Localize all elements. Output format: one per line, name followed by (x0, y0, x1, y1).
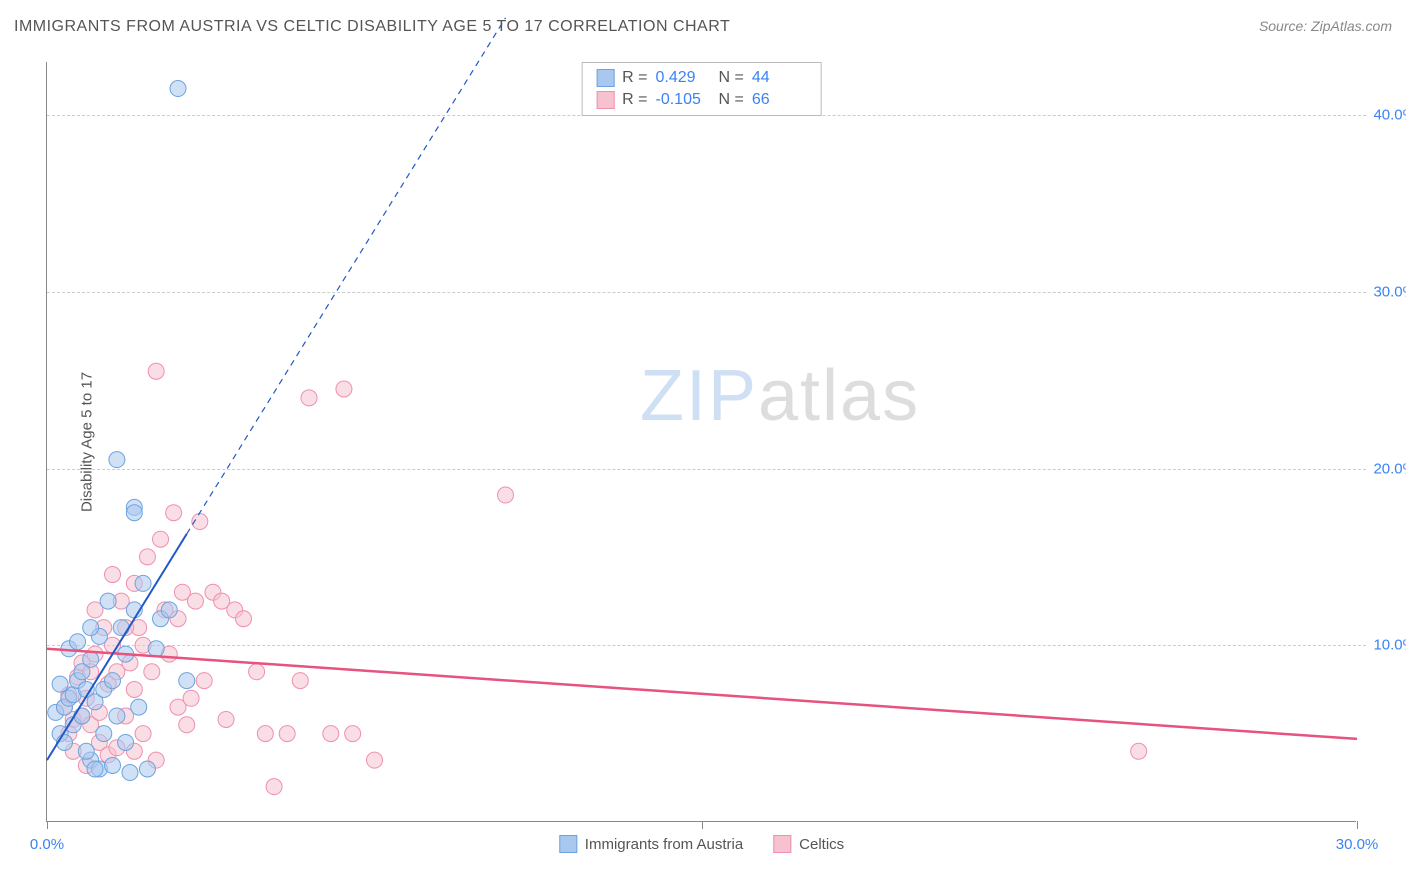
r-label: R = (622, 91, 647, 109)
title-bar: IMMIGRANTS FROM AUSTRIA VS CELTIC DISABI… (14, 18, 1392, 36)
n-label: N = (719, 91, 744, 109)
x-tick (1357, 821, 1358, 829)
swatch-celtics (773, 835, 791, 853)
legend-series: Immigrants from Austria Celtics (559, 835, 844, 853)
swatch-austria (559, 835, 577, 853)
x-tick (47, 821, 48, 829)
y-tick-label: 30.0% (1361, 283, 1406, 300)
x-tick-label: 30.0% (1336, 836, 1379, 853)
n-label: N = (719, 69, 744, 87)
swatch-celtics (596, 91, 614, 109)
n-value-austria: 44 (752, 69, 807, 87)
r-value-celtics: -0.105 (656, 91, 711, 109)
legend-item-celtics: Celtics (773, 835, 844, 853)
y-tick-label: 20.0% (1361, 460, 1406, 477)
y-tick-label: 10.0% (1361, 637, 1406, 654)
y-tick-label: 40.0% (1361, 107, 1406, 124)
series-name-celtics: Celtics (799, 836, 844, 853)
legend-correlation-box: R = 0.429 N = 44 R = -0.105 N = 66 (581, 62, 822, 116)
legend-row-austria: R = 0.429 N = 44 (596, 67, 807, 89)
plot-area: Disability Age 5 to 17 10.0%20.0%30.0%40… (46, 62, 1356, 822)
legend-item-austria: Immigrants from Austria (559, 835, 743, 853)
r-label: R = (622, 69, 647, 87)
swatch-austria (596, 69, 614, 87)
chart-title: IMMIGRANTS FROM AUSTRIA VS CELTIC DISABI… (14, 18, 730, 36)
n-value-celtics: 66 (752, 91, 807, 109)
x-tick-label: 0.0% (30, 836, 64, 853)
x-tick (702, 821, 703, 829)
series-name-austria: Immigrants from Austria (585, 836, 743, 853)
r-value-austria: 0.429 (656, 69, 711, 87)
legend-row-celtics: R = -0.105 N = 66 (596, 89, 807, 111)
source-credit: Source: ZipAtlas.com (1259, 18, 1392, 34)
scatter-plot-svg (47, 62, 1356, 821)
